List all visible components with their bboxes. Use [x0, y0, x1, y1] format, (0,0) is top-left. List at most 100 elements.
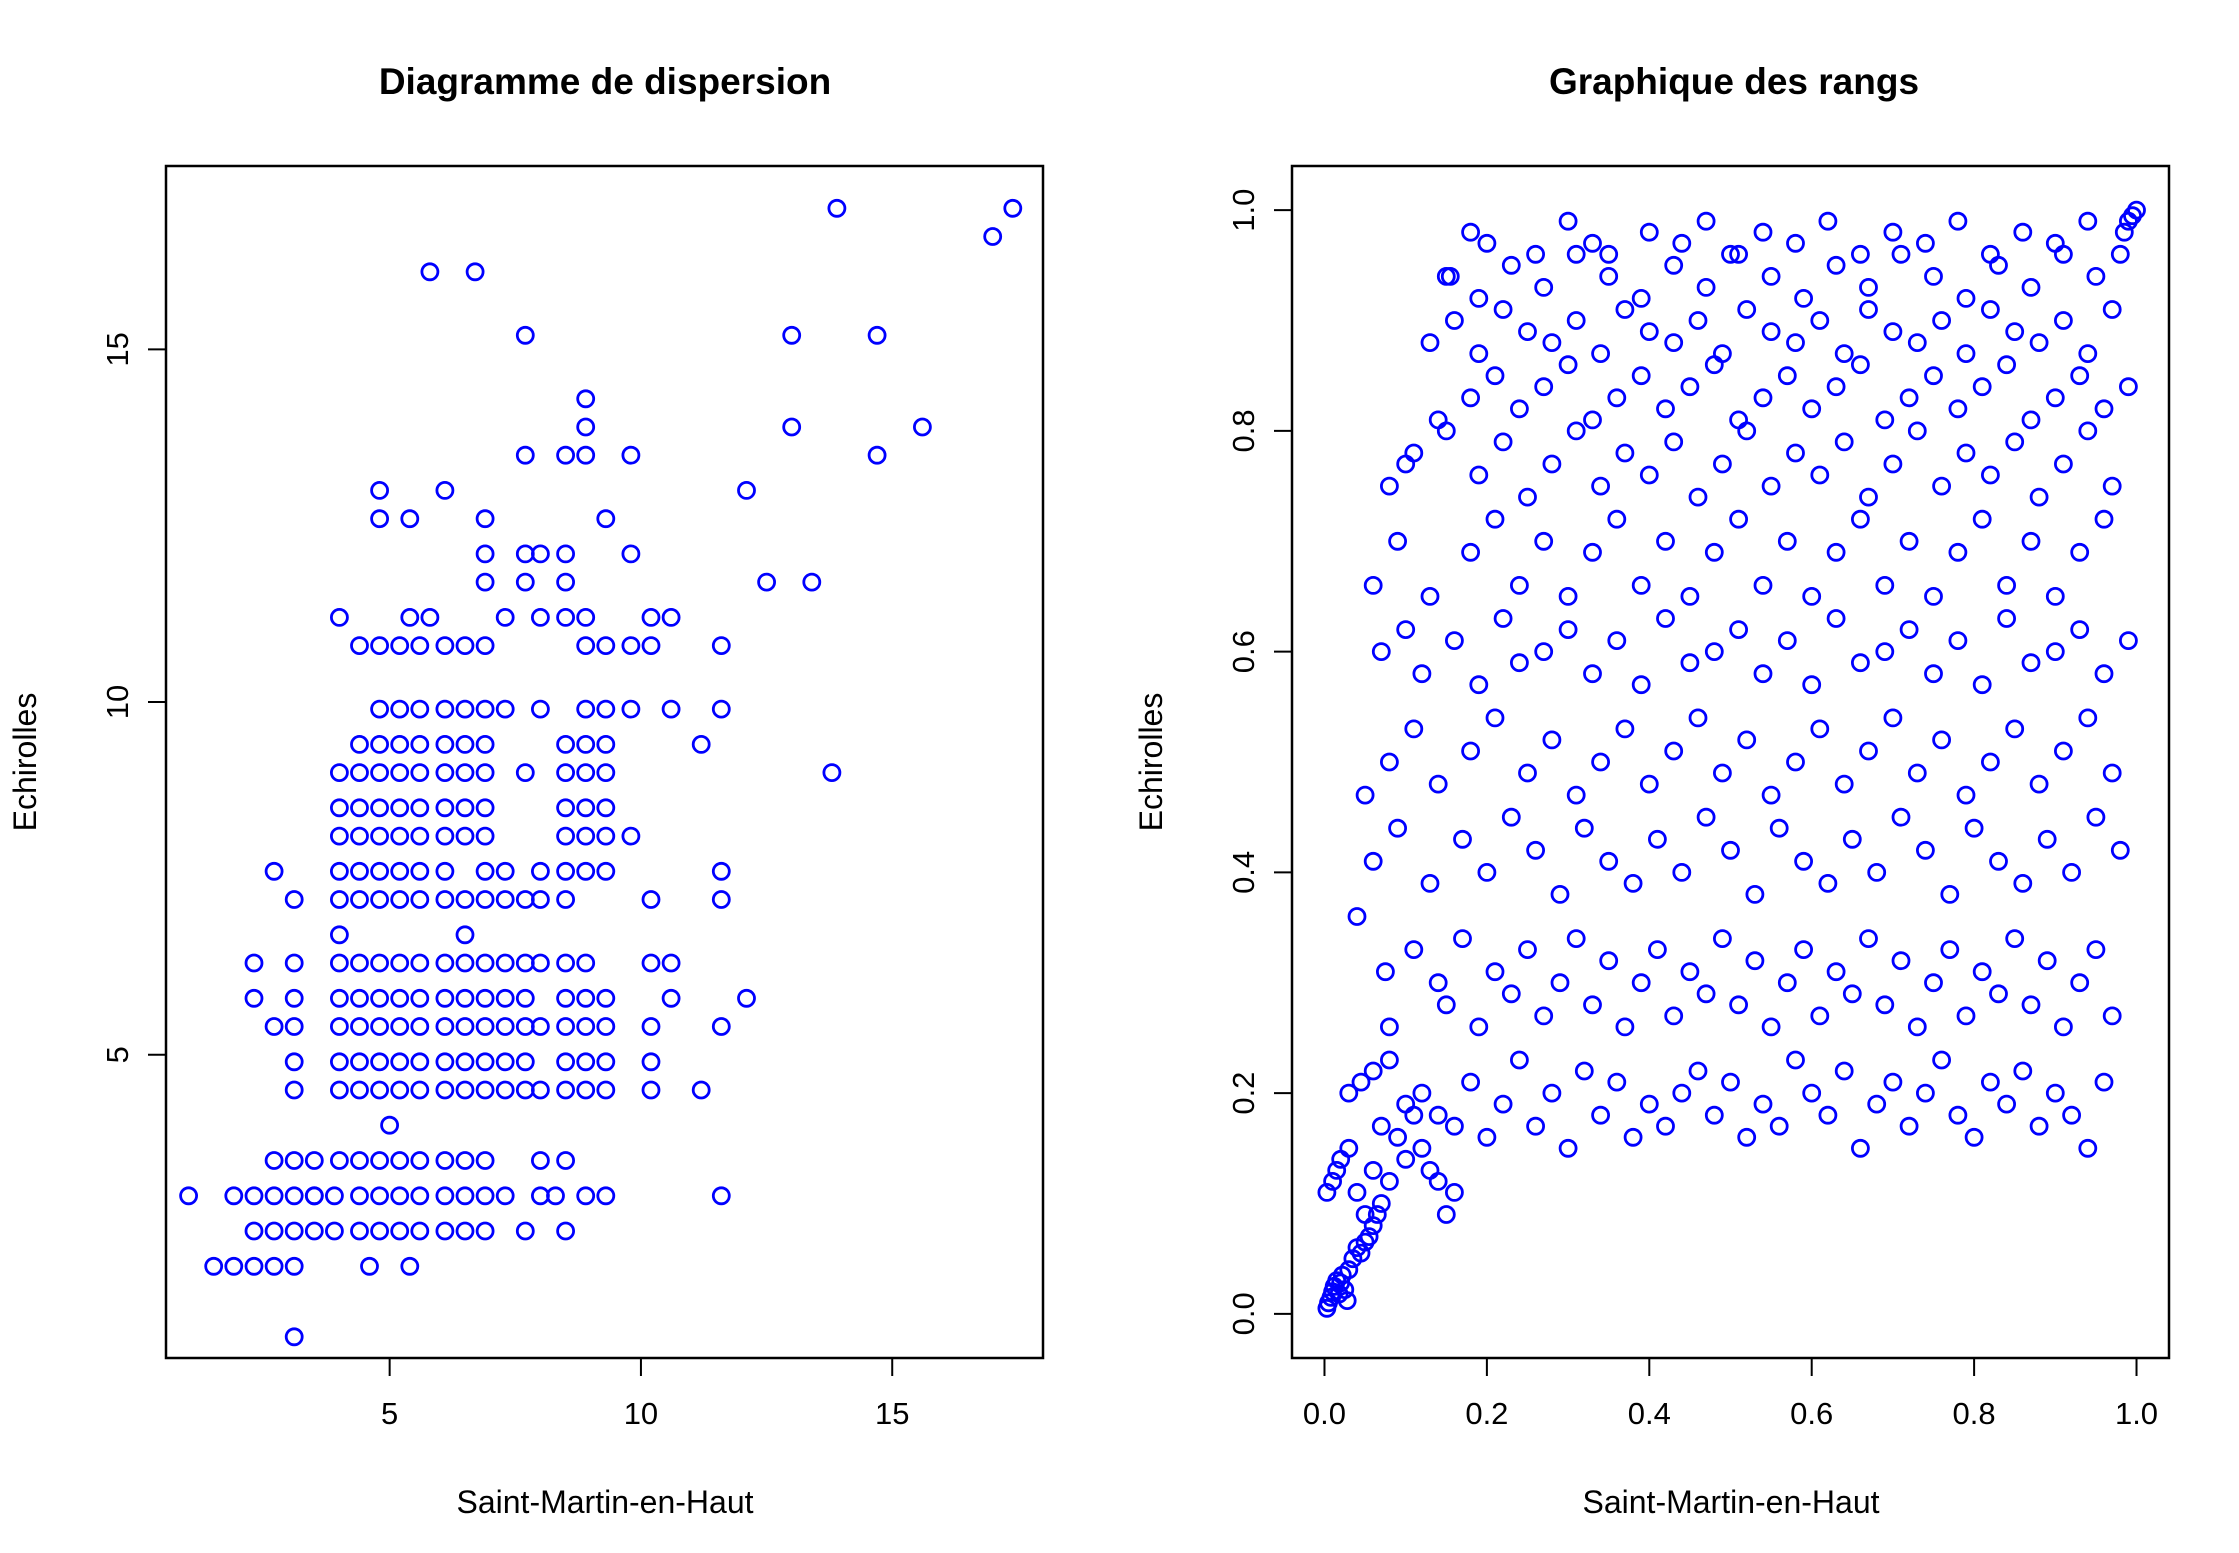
data-point — [596, 1052, 616, 1072]
data-point — [1875, 642, 1895, 661]
data-point — [410, 798, 430, 818]
data-point — [1461, 388, 1480, 408]
data-point — [350, 798, 369, 818]
data-point — [264, 861, 284, 881]
data-point — [244, 953, 264, 973]
data-point — [390, 890, 410, 909]
data-point — [244, 1221, 264, 1241]
data-point — [2021, 653, 2041, 673]
data-point — [390, 1186, 410, 1206]
data-point — [1526, 840, 1545, 860]
data-point — [1453, 929, 1472, 948]
data-point — [621, 445, 641, 465]
data-point — [2005, 719, 2025, 739]
data-point — [1558, 211, 1578, 231]
data-point — [782, 325, 802, 345]
data-point — [1761, 1017, 1781, 1037]
data-point — [1932, 1050, 1951, 1070]
data-point — [455, 953, 475, 973]
data-point — [2078, 211, 2098, 231]
data-point — [1607, 631, 1627, 650]
data-point — [304, 1151, 324, 1170]
data-point — [2078, 344, 2098, 364]
data-point — [1337, 1291, 1357, 1310]
data-point — [2021, 277, 2041, 297]
data-point — [1664, 255, 1684, 275]
scatter-chart-right: Graphique des rangs Saint-Martin-en-Haut… — [1133, 61, 2171, 1520]
data-point — [556, 988, 575, 1008]
data-point — [556, 735, 575, 754]
data-point — [2094, 399, 2114, 419]
data-point — [329, 826, 349, 846]
data-point — [390, 861, 410, 881]
data-point — [1769, 818, 1789, 838]
data-point — [1948, 399, 1968, 419]
data-point — [2070, 542, 2090, 562]
data-point — [1501, 255, 1521, 275]
data-point — [913, 417, 932, 437]
data-point — [1510, 1050, 1529, 1070]
data-point — [475, 1052, 495, 1072]
data-point — [1493, 609, 1513, 628]
data-point — [390, 735, 410, 754]
data-point — [1566, 785, 1586, 805]
data-point — [576, 953, 596, 973]
data-point — [661, 988, 681, 1008]
data-point — [1761, 266, 1781, 286]
data-point — [1818, 211, 1838, 231]
data-point — [576, 1186, 596, 1206]
data-point — [1510, 399, 1529, 419]
data-point — [475, 763, 495, 782]
data-point — [515, 445, 535, 465]
data-point — [1355, 785, 1375, 805]
data-point — [1786, 752, 1805, 772]
data-point — [284, 1256, 304, 1276]
data-point — [1518, 322, 1537, 342]
data-point — [455, 1151, 475, 1170]
data-point — [1777, 531, 1797, 551]
data-point — [1907, 421, 1927, 441]
data-point — [475, 544, 495, 564]
data-point — [2053, 1017, 2073, 1037]
data-point — [1777, 973, 1797, 993]
x-tick-label: 0.0 — [1303, 1396, 1346, 1431]
data-point — [1989, 851, 2008, 871]
data-point — [1777, 366, 1797, 386]
data-point — [1335, 1280, 1355, 1299]
data-point — [264, 1221, 284, 1241]
data-point — [531, 608, 550, 627]
data-point — [1729, 410, 1748, 430]
data-point — [1851, 509, 1870, 529]
data-point — [1948, 1105, 1968, 1125]
data-point — [455, 1052, 475, 1072]
data-point — [2053, 454, 2073, 474]
data-point — [390, 953, 410, 973]
data-point — [2029, 333, 2049, 353]
data-point — [1761, 785, 1781, 805]
data-point — [1956, 443, 1976, 463]
y-tick-label: 0.4 — [1226, 851, 1261, 894]
data-point — [1420, 874, 1440, 893]
data-point — [1574, 818, 1594, 838]
data-point — [757, 572, 776, 592]
y-tick-label: 0.2 — [1226, 1072, 1261, 1115]
data-point — [1534, 277, 1554, 297]
data-point — [2118, 377, 2138, 397]
data-point — [455, 1017, 475, 1036]
data-point — [2127, 200, 2146, 220]
data-point — [1396, 1149, 1416, 1169]
data-point — [1867, 863, 1887, 882]
data-point — [410, 826, 430, 846]
data-point — [495, 890, 515, 909]
data-point — [455, 826, 475, 846]
data-point — [576, 861, 596, 881]
data-point — [1420, 587, 1440, 606]
data-point — [329, 925, 349, 945]
data-point — [1380, 1050, 1399, 1070]
data-point — [1485, 509, 1505, 529]
data-point — [556, 1017, 575, 1036]
data-point — [1688, 1061, 1708, 1081]
data-point — [455, 763, 475, 782]
data-point — [1639, 322, 1659, 342]
data-point — [329, 1017, 349, 1036]
